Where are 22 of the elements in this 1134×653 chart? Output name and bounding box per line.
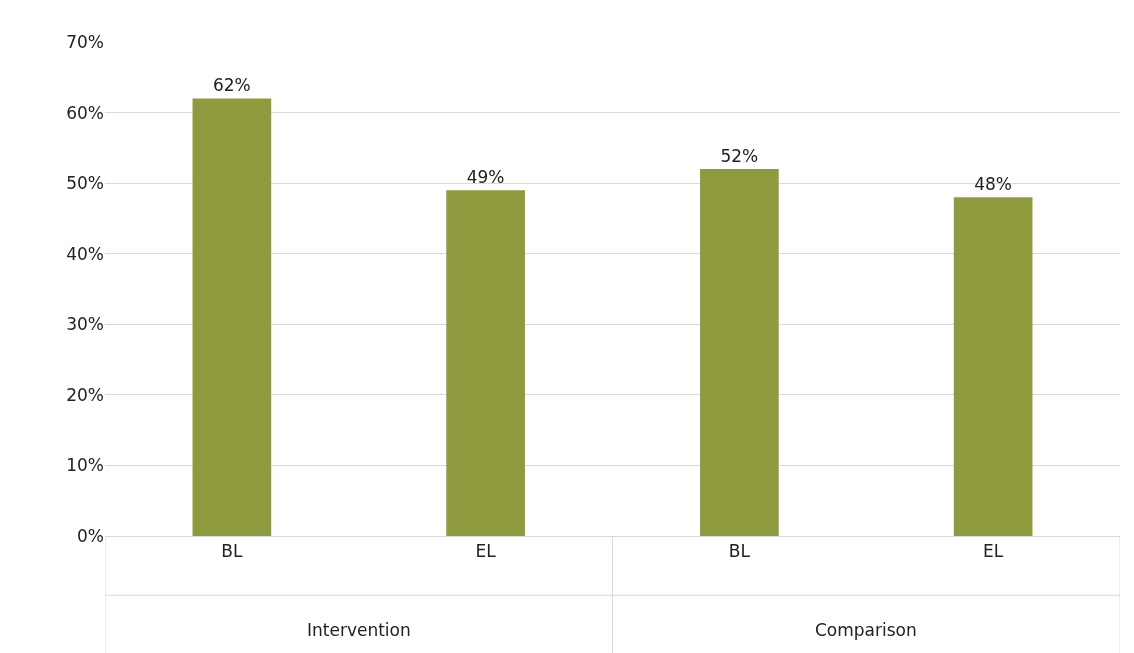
bar [953,197,1033,536]
bar [192,98,272,536]
y-tick-label: 70% [66,31,104,52]
x-tick-label: BL [728,541,751,562]
y-tick-label: 20% [66,384,104,405]
x-tick-label: BL [221,541,243,562]
y-tick-label: 30% [66,314,104,335]
y-tick-label: 0% [77,525,104,546]
text: Intervention [307,620,411,640]
y-tick-label: 40% [66,243,104,264]
bar [446,190,525,536]
bar [700,169,779,536]
x-tick-label: EL [983,541,1004,562]
y-tick-label: 10% [66,455,104,476]
data-label: 49% [466,167,505,188]
y-tick-label: 60% [66,102,104,123]
data-label: 48% [974,174,1013,195]
data-label: 62% [212,75,251,96]
y-tick-label: 50% [66,173,104,194]
text: Comparison [815,620,917,640]
data-label: 52% [720,146,759,167]
x-tick-label: EL [475,541,497,562]
